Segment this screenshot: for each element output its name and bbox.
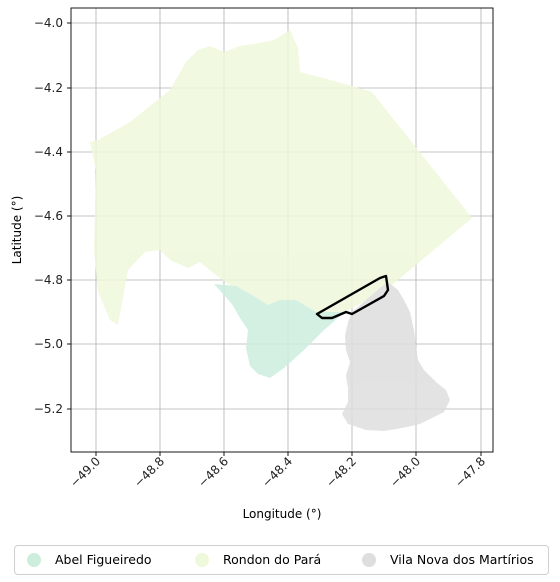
x-tick-label-3: −48.6 xyxy=(195,454,231,490)
x-tick-label-6: −48.0 xyxy=(387,454,423,490)
y-ticks xyxy=(67,22,71,410)
legend-swatch-abel-figueiredo xyxy=(27,552,41,567)
y-tick-label-6: −5.0 xyxy=(34,337,63,351)
legend-item-abel-figueiredo: Abel Figueiredo xyxy=(27,552,152,567)
x-tick-label-5: −48.2 xyxy=(323,454,359,490)
plot-frame xyxy=(70,7,494,453)
y-tick-label-4: −4.6 xyxy=(34,209,63,223)
y-tick-label-2: −4.2 xyxy=(34,81,63,95)
x-tick-label-1: −49.0 xyxy=(67,454,103,490)
y-tick-label-7: −5.2 xyxy=(34,402,63,416)
legend: Abel Figueiredo Rondon do Pará Vila Nova… xyxy=(14,545,549,575)
region-vila-nova-dos-martirios xyxy=(342,282,450,431)
legend-swatch-vila-nova-dos-martirios xyxy=(362,552,376,567)
legend-label-abel-figueiredo: Abel Figueiredo xyxy=(55,552,152,567)
y-tick-label-3: −4.4 xyxy=(34,145,63,159)
legend-item-rondon-do-para: Rondon do Pará xyxy=(195,552,321,567)
x-tick-label-4: −48.4 xyxy=(259,454,295,490)
x-axis-title: Longitude (°) xyxy=(243,507,322,521)
region-rondon-do-para xyxy=(90,30,472,325)
regions xyxy=(90,30,472,431)
region-abel-figueiredo xyxy=(214,284,345,378)
highlighted-outline xyxy=(315,274,390,320)
legend-label-vila-nova-dos-martirios: Vila Nova dos Martírios xyxy=(390,552,534,567)
y-tick-label-5: −4.8 xyxy=(34,273,63,287)
x-tick-label-7: −47.8 xyxy=(452,454,488,490)
y-tick-label-1: −4.0 xyxy=(34,16,63,30)
x-ticks xyxy=(95,452,482,456)
legend-swatch-rondon-do-para xyxy=(195,552,209,567)
legend-label-rondon-do-para: Rondon do Pará xyxy=(223,552,322,567)
y-axis-title: Latitude (°) xyxy=(10,196,24,265)
map-figure: −49.0 −48.8 −48.6 −48.4 −48.2 −48.0 −47.… xyxy=(10,7,494,521)
x-tick-label-2: −48.8 xyxy=(131,454,167,490)
legend-item-vila-nova-dos-martirios: Vila Nova dos Martírios xyxy=(362,552,534,567)
